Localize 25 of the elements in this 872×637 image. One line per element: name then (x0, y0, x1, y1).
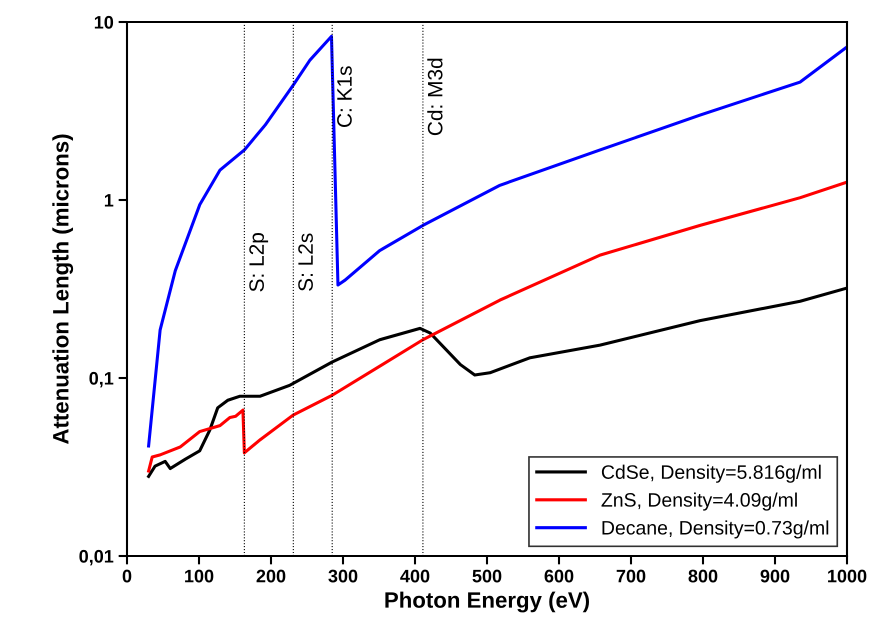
x-tick-label: 600 (544, 570, 574, 582)
x-tick-label: 300 (328, 570, 358, 582)
x-axis-title: Photon Energy (eV) (385, 592, 589, 612)
x-tick-label: 900 (760, 570, 790, 582)
y-tick-label: 0,1 (89, 372, 114, 388)
line-series (147, 34, 847, 448)
legend-label: Decane, Density=0.73g/ml (602, 520, 828, 538)
legend-label: CdSe, Density=5.816g/ml (602, 464, 821, 483)
legend-label: ZnS, Density=4.09g/ml (602, 492, 797, 511)
y-tick-label: 1 (104, 194, 114, 207)
x-tick-label: 100 (185, 570, 214, 582)
ref-line-label: Cd: M3d (427, 58, 443, 136)
ref-line-label: S: L2p (249, 233, 268, 292)
x-tick-label: 700 (616, 570, 646, 582)
y-tick-label: 10 (94, 16, 114, 29)
y-tick-label: 0,01 (79, 550, 114, 566)
x-tick-label: 0 (122, 570, 132, 582)
ref-line-label: S: L2s (298, 234, 313, 291)
y-axis-title: Attenuation Length (microns) (52, 134, 74, 444)
x-tick-label: 500 (472, 570, 502, 582)
ref-line-label: C: K1s (337, 66, 352, 127)
x-tick-label: 200 (256, 570, 286, 582)
x-tick-label: 400 (400, 570, 430, 582)
x-tick-label: 800 (688, 570, 718, 582)
x-tick-label: 1000 (828, 570, 866, 582)
